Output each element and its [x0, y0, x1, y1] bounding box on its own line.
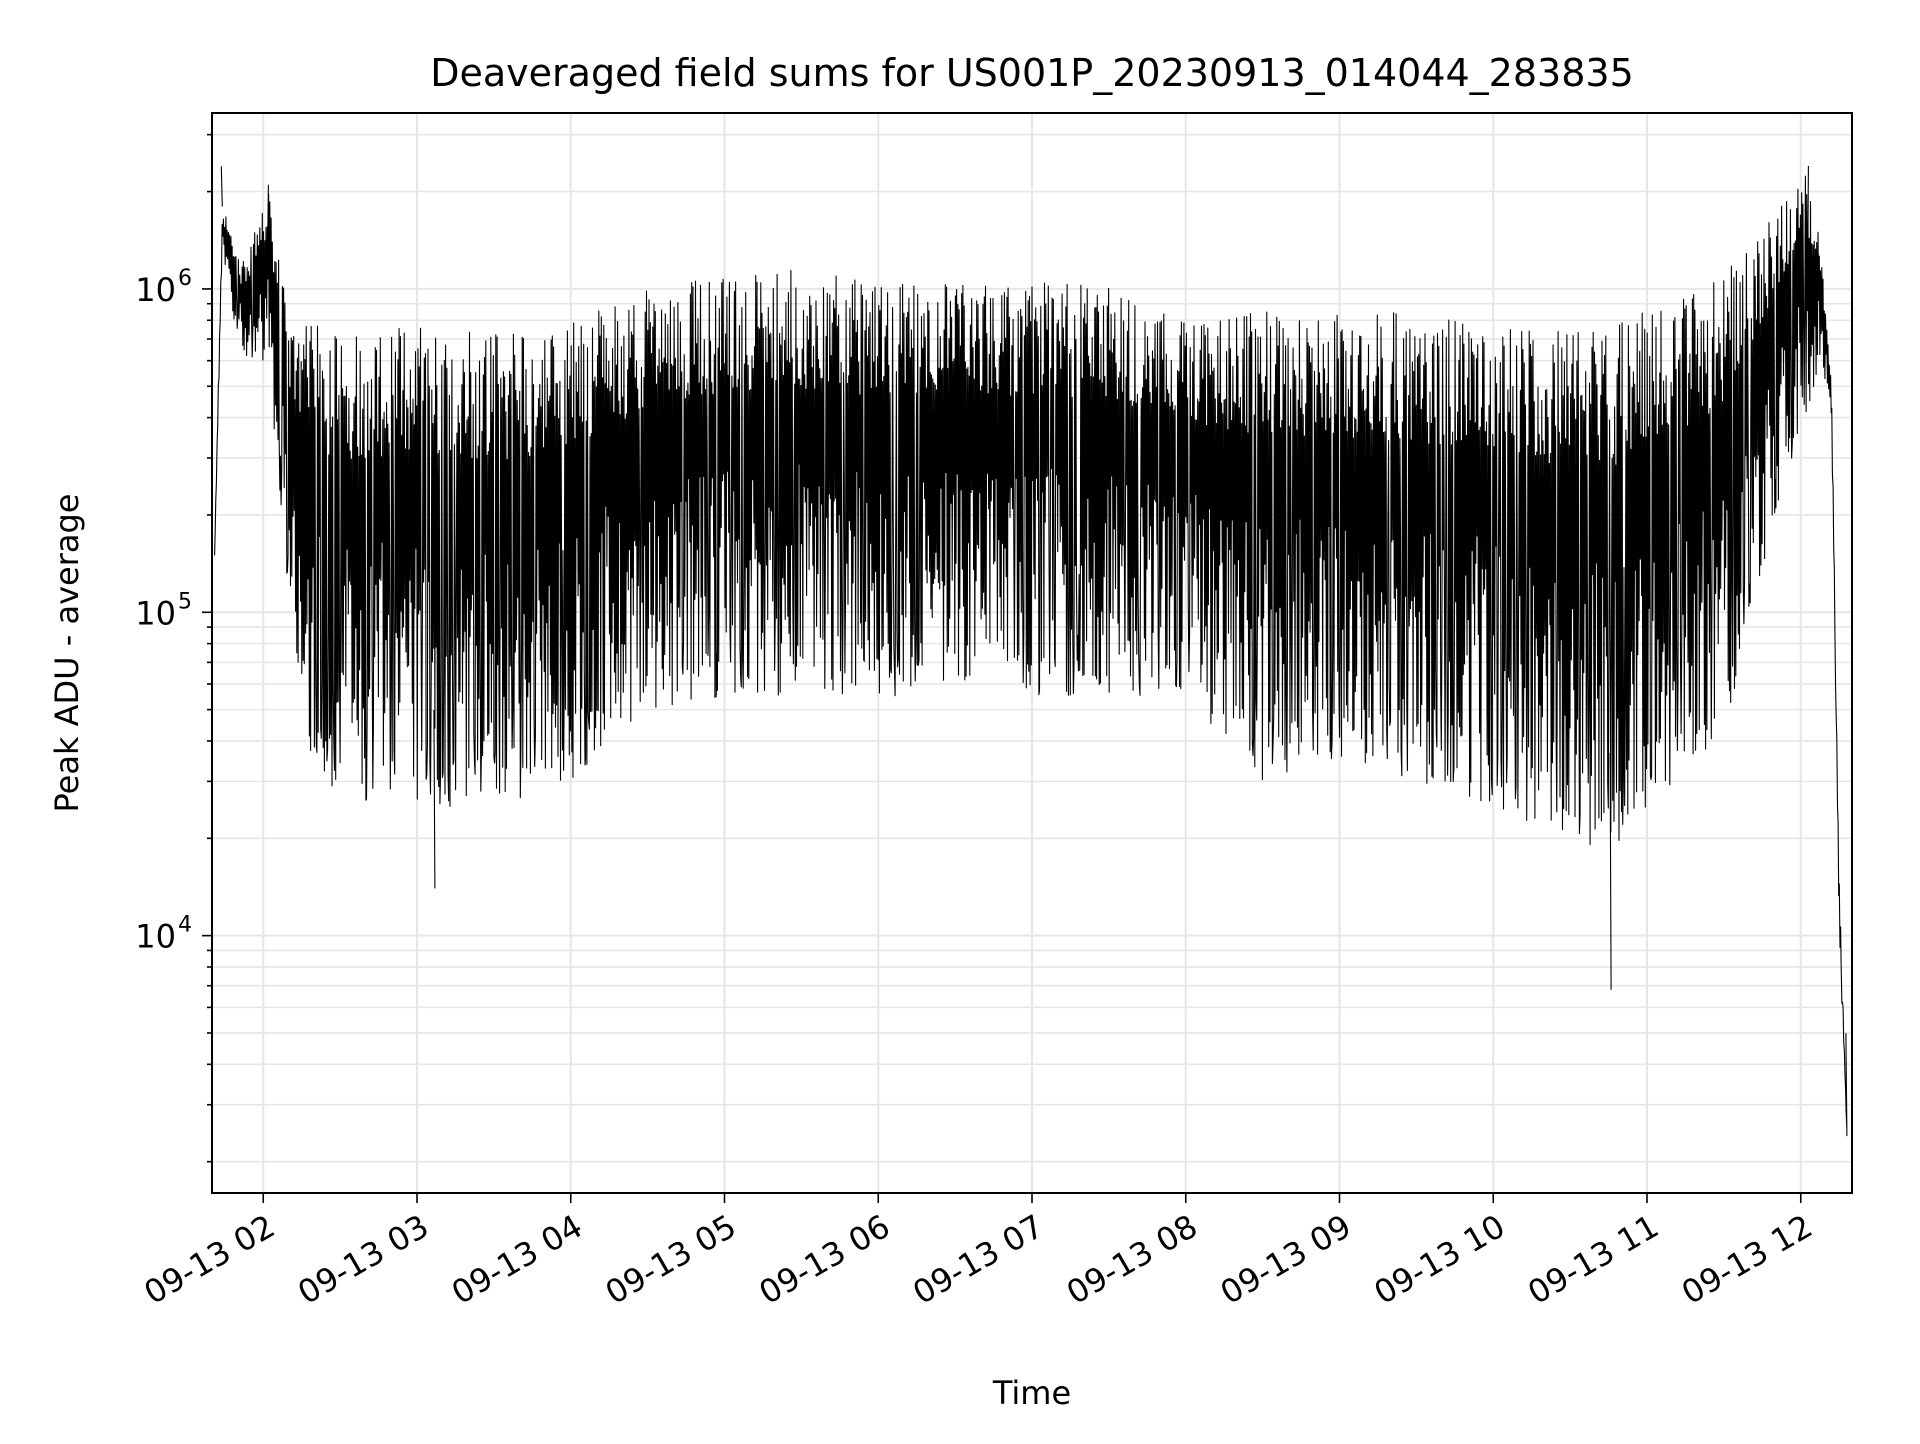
y-tick-exponent: 6 [178, 266, 192, 291]
x-tick-label: 09-13 09 [1214, 1207, 1358, 1312]
chart-title: Deaveraged field sums for US001P_2023091… [430, 51, 1634, 95]
x-tick-label: 09-13 04 [445, 1207, 589, 1312]
x-axis-label: Time [992, 1374, 1071, 1412]
y-tick-exponent: 5 [178, 589, 192, 614]
x-tick-label: 09-13 06 [753, 1207, 897, 1312]
y-tick-label: 10 [135, 271, 176, 309]
x-tick-label: 09-13 10 [1368, 1207, 1512, 1312]
series-line-group [214, 165, 1848, 1137]
x-tick-label: 09-13 12 [1675, 1207, 1819, 1312]
y-axis-label: Peak ADU - average [48, 494, 86, 813]
x-tick-label: 09-13 03 [291, 1207, 435, 1312]
x-tick-label: 09-13 08 [1060, 1207, 1204, 1312]
y-tick-label: 10 [135, 594, 176, 632]
series-line [214, 165, 1848, 1137]
x-tick-label: 09-13 05 [599, 1207, 743, 1312]
y-tick-label: 10 [135, 918, 176, 956]
x-tick-label: 09-13 02 [138, 1207, 282, 1312]
x-tick-label: 09-13 11 [1521, 1207, 1665, 1312]
x-tick-label: 09-13 07 [906, 1207, 1050, 1312]
y-tick-exponent: 4 [178, 913, 192, 938]
